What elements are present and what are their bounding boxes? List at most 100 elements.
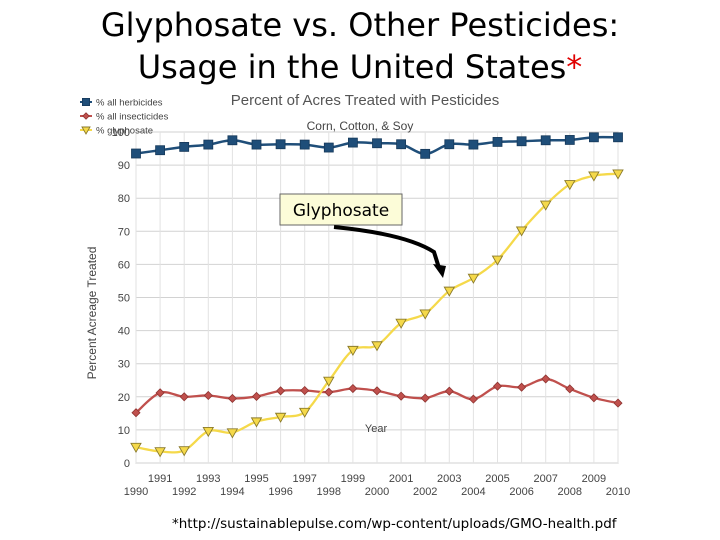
x-tick-label: 2008	[558, 486, 582, 498]
glyphosate-point	[154, 447, 166, 458]
herbicide-point	[275, 139, 286, 150]
source-footnote: *http://sustainablepulse.com/wp-content/…	[172, 516, 617, 532]
glyphosate-point	[202, 427, 215, 438]
x-tick-label: 1991	[148, 473, 172, 485]
slide-title-line-2: Usage in the United States*	[0, 46, 720, 88]
herbicide-point	[299, 139, 310, 150]
x-axis-label: Year	[365, 423, 388, 435]
insecticide-point	[131, 408, 141, 418]
insecticide-point	[565, 384, 575, 394]
glyphosate-point	[274, 412, 287, 423]
insecticide-point	[541, 374, 551, 384]
x-tick-label: 1992	[172, 486, 196, 498]
curved-arrow-icon	[333, 225, 441, 269]
annotation-label: Glyphosate	[293, 201, 389, 221]
herbicide-point	[179, 141, 190, 152]
insecticide-point	[348, 383, 358, 394]
glyphosate-point	[443, 286, 456, 297]
glyphosate-point	[395, 318, 407, 329]
insecticide-point	[276, 386, 286, 396]
x-tick-label: 1996	[268, 486, 292, 498]
y-tick-label: 0	[124, 458, 130, 470]
insecticide-point	[589, 393, 599, 403]
insecticide-point	[372, 386, 382, 396]
y-tick-label: 100	[112, 127, 130, 139]
herbicide-point	[131, 148, 141, 159]
series-layer	[130, 132, 624, 458]
herbicide-point	[468, 139, 479, 150]
x-tick-label: 2003	[437, 473, 461, 485]
glyphosate-point	[130, 442, 142, 454]
legend-label: % glyphosate	[96, 126, 153, 137]
chart-title: Percent of Acres Treated with Pesticides	[231, 92, 499, 109]
herbicide-point	[251, 139, 262, 150]
x-tick-label: 2009	[582, 473, 606, 485]
herbicide-point	[82, 97, 90, 106]
y-tick-label: 90	[118, 160, 130, 172]
glyphosate-point	[564, 180, 576, 191]
insecticide-point	[396, 391, 406, 401]
x-tick-label: 2007	[533, 473, 557, 485]
insecticide-point	[444, 386, 454, 396]
insecticide-point	[613, 398, 623, 408]
glyphosate-point	[612, 169, 624, 180]
x-tick-label: 1999	[341, 473, 365, 485]
arrow-head-icon	[433, 264, 446, 278]
slide-title: Glyphosate vs. Other Pesticides: Usage i…	[0, 4, 720, 88]
slide-title-line-1: Glyphosate vs. Other Pesticides:	[100, 6, 620, 44]
glyphosate-point	[250, 417, 263, 428]
glyphosate-point	[515, 226, 528, 237]
chart-subtitle: Corn, Cotton, & Soy	[307, 119, 414, 133]
insecticide-point	[300, 385, 310, 396]
y-tick-label: 50	[118, 293, 130, 305]
glyphosate-point	[371, 341, 383, 352]
y-tick-label: 40	[118, 326, 130, 338]
herbicide-point	[564, 135, 575, 145]
x-tick-label: 2001	[389, 473, 413, 485]
insecticide-point	[492, 381, 503, 391]
insecticide-point	[179, 392, 189, 402]
legend-label: % all insecticides	[96, 112, 169, 123]
glyphosate-point	[539, 200, 552, 211]
insecticide-point	[468, 394, 478, 404]
insecticide-point	[251, 391, 262, 402]
axis-layer: 0102030405060708090100199019911992199319…	[112, 127, 630, 498]
pesticide-usage-chart: 0102030405060708090100199019911992199319…	[80, 92, 630, 498]
glyphosate-point	[467, 273, 480, 284]
title-asterisk: *	[566, 48, 583, 86]
glyphosate-point	[226, 428, 239, 439]
herbicide-point	[203, 139, 214, 150]
x-tick-label: 2000	[365, 486, 389, 498]
herbicide-point	[588, 132, 599, 143]
annotation-box	[279, 193, 403, 226]
x-tick-label: 1998	[317, 486, 341, 498]
herbicide-point	[347, 137, 358, 148]
y-axis-label: Percent Acreage Treated	[85, 247, 99, 380]
herbicide-point	[420, 148, 431, 159]
herbicide-point	[516, 136, 527, 147]
glyphosate-annotation: Glyphosate	[279, 193, 446, 278]
herbicide-point	[372, 138, 382, 149]
x-tick-label: 1995	[244, 473, 268, 485]
insecticide-point	[203, 390, 213, 401]
y-tick-label: 10	[118, 425, 130, 437]
herbicide-point	[540, 135, 551, 146]
x-tick-label: 1994	[220, 486, 244, 498]
x-tick-label: 2010	[606, 486, 630, 498]
y-tick-label: 30	[118, 359, 130, 371]
herbicide-point	[613, 132, 623, 143]
glyphosate-point	[323, 376, 335, 387]
glyphosate-point	[347, 345, 359, 357]
glyphosate-point	[588, 171, 600, 182]
herbicide-point	[492, 137, 503, 147]
herbicide-point	[323, 142, 334, 153]
glyphosate-point	[298, 407, 311, 418]
insecticide-point	[324, 387, 334, 397]
insecticide-point	[227, 393, 237, 404]
insecticide-point	[420, 393, 430, 403]
x-tick-label: 1997	[292, 473, 316, 485]
x-tick-label: 1993	[196, 473, 220, 485]
glyphosate-point	[81, 126, 91, 135]
x-tick-label: 1990	[124, 486, 148, 498]
legend: % all herbicides % all insecticides % glyp…	[80, 98, 169, 137]
